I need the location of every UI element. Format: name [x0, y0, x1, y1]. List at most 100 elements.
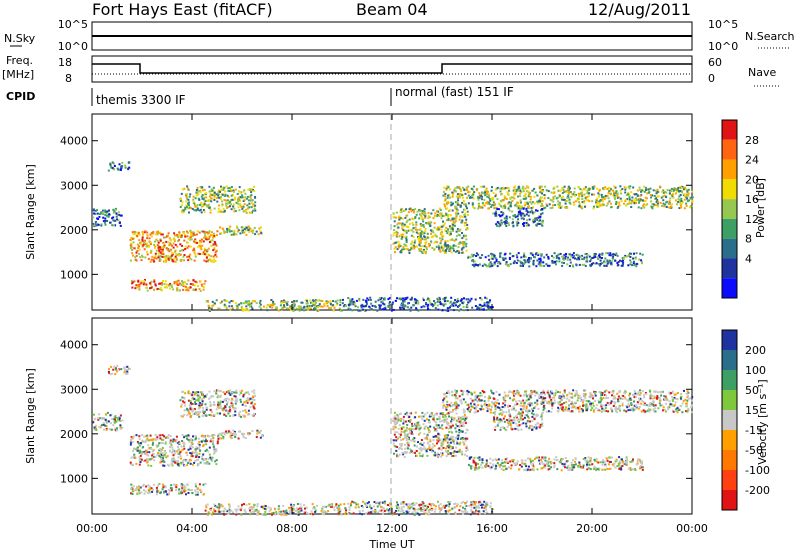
echo-cell	[194, 402, 197, 405]
echo-cell	[248, 507, 251, 510]
echo-cell	[402, 236, 405, 239]
echo-cell	[444, 245, 447, 248]
echo-cell	[224, 299, 227, 302]
echo-cell	[440, 217, 443, 220]
echo-cell	[464, 234, 467, 237]
echo-cell	[541, 196, 543, 199]
echo-cell	[581, 258, 584, 260]
echo-cell	[405, 208, 408, 211]
echo-cell	[234, 436, 237, 438]
echo-cell	[450, 251, 453, 254]
echo-cell	[458, 196, 461, 199]
echo-cell	[234, 508, 237, 511]
echo-cell	[465, 186, 468, 189]
echo-cell	[485, 201, 488, 204]
echo-cell	[188, 204, 190, 207]
echo-cell	[644, 204, 647, 207]
echo-cell	[196, 186, 199, 189]
echo-cell	[390, 309, 393, 312]
echo-cell	[499, 254, 502, 257]
echo-cell	[644, 199, 647, 202]
echo-cell	[265, 508, 268, 511]
echo-cell	[456, 250, 459, 252]
echo-cell	[187, 279, 190, 282]
freq-label-1: Freq.	[6, 54, 33, 67]
echo-cell	[198, 411, 201, 414]
echo-cell	[347, 297, 350, 299]
echo-cell	[487, 196, 490, 199]
echo-cell	[167, 493, 170, 496]
echo-cell	[209, 211, 212, 214]
echo-cell	[120, 214, 123, 217]
echo-cell	[176, 280, 179, 283]
echo-cell	[139, 442, 142, 445]
echo-cell	[144, 230, 147, 233]
echo-cell	[150, 249, 153, 252]
echo-cell	[581, 189, 584, 192]
echo-cell	[210, 395, 213, 398]
echo-cell	[428, 421, 431, 424]
echo-cell	[556, 185, 559, 188]
echo-cell	[464, 437, 467, 440]
echo-cell	[503, 206, 506, 209]
echo-cell	[599, 199, 602, 202]
echo-cell	[685, 188, 687, 191]
echo-cell	[609, 252, 612, 255]
echo-cell	[245, 229, 248, 232]
echo-cell	[143, 492, 146, 495]
echo-cell	[442, 419, 445, 421]
echo-cell	[183, 447, 186, 450]
echo-cell	[131, 281, 134, 284]
echo-cell	[192, 435, 194, 438]
echo-cell	[547, 197, 550, 199]
echo-cell	[248, 503, 251, 505]
echo-cell	[227, 512, 230, 515]
echo-cell	[621, 257, 624, 259]
echo-cell	[510, 196, 513, 199]
echo-cell	[440, 426, 443, 429]
echo-cell	[392, 442, 395, 445]
echo-cell	[190, 415, 193, 417]
echo-cell	[208, 235, 211, 238]
echo-cell	[205, 414, 208, 417]
echo-cell	[550, 199, 553, 202]
echo-cell	[176, 450, 179, 453]
echo-cell	[453, 221, 456, 224]
echo-cell	[612, 194, 615, 197]
echo-cell	[572, 252, 575, 255]
echo-cell	[217, 210, 220, 213]
echo-cell	[461, 201, 464, 204]
echo-cell	[583, 256, 586, 259]
echo-cell	[222, 186, 225, 189]
echo-cell	[593, 193, 595, 196]
echo-cell	[440, 233, 443, 236]
echo-cell	[107, 169, 110, 172]
echo-cell	[465, 242, 468, 245]
echo-cell	[157, 256, 160, 259]
echo-cell	[210, 435, 213, 438]
echo-cell	[129, 461, 132, 464]
echo-cell	[481, 206, 484, 209]
echo-cell	[172, 242, 175, 245]
echo-cell	[431, 247, 434, 249]
echo-cell	[671, 203, 674, 206]
echo-cell	[156, 239, 159, 242]
echo-cell	[146, 461, 149, 464]
echo-cell	[640, 190, 643, 193]
echo-cell	[444, 415, 447, 418]
echo-cell	[451, 223, 454, 226]
echo-cell	[623, 186, 626, 189]
echo-cell	[181, 440, 184, 442]
echo-cell	[154, 437, 157, 440]
echo-cell	[283, 301, 286, 303]
echo-cell	[602, 203, 605, 206]
echo-cell	[97, 223, 100, 226]
echo-cell	[134, 231, 137, 234]
echo-cell	[250, 194, 253, 197]
echo-cell	[478, 306, 481, 309]
echo-cell	[489, 299, 491, 302]
echo-cell	[188, 201, 190, 204]
echo-cell	[471, 202, 474, 205]
echo-cell	[309, 307, 312, 310]
echo-cell	[485, 265, 488, 268]
